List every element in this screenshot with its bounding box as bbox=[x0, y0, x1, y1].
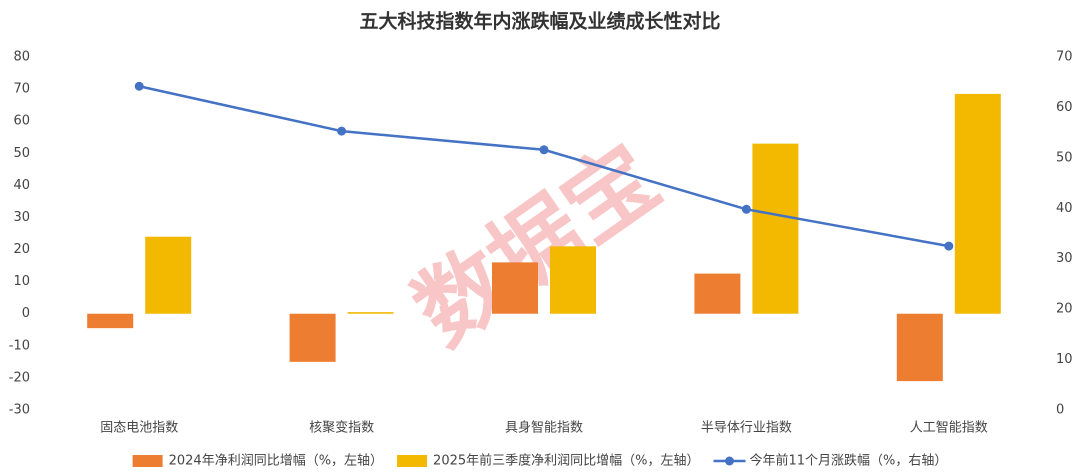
y-tick-label: 10 bbox=[13, 274, 30, 289]
bar bbox=[87, 313, 134, 329]
bar bbox=[896, 313, 943, 382]
y-tick-label: 50 bbox=[13, 146, 30, 161]
x-tick-label: 半导体行业指数 bbox=[701, 421, 792, 436]
y2-tick-label: 40 bbox=[1056, 201, 1073, 216]
x-tick-label: 人工智能指数 bbox=[910, 421, 988, 436]
legend: 2024年净利润同比增幅（%，左轴） 2025年前三季度净利润同比增幅（%，左轴）… bbox=[132, 453, 947, 469]
y2-tick-label: 20 bbox=[1056, 302, 1073, 317]
watermark: 数据宝 bbox=[396, 125, 677, 366]
legend-swatch bbox=[132, 455, 163, 467]
legend-label: 2024年净利润同比增幅（%，左轴） bbox=[169, 454, 383, 469]
y-tick-label: 20 bbox=[13, 242, 30, 257]
line-marker bbox=[539, 145, 549, 155]
x-tick-label: 固态电池指数 bbox=[100, 421, 178, 436]
line-marker bbox=[944, 241, 954, 251]
y-tick-label: 80 bbox=[13, 50, 30, 65]
bar bbox=[694, 273, 741, 314]
legend-label: 今年前11个月涨跌幅（%，右轴） bbox=[749, 453, 947, 469]
y2-tick-label: 60 bbox=[1056, 100, 1073, 115]
y-tick-label: 40 bbox=[13, 178, 30, 193]
bar bbox=[550, 246, 596, 314]
bar bbox=[492, 262, 538, 314]
y-tick-label: 0 bbox=[22, 306, 30, 321]
y2-tick-label: 50 bbox=[1056, 150, 1073, 165]
y2-tick-label: 70 bbox=[1056, 50, 1073, 65]
y2-tick-label: 0 bbox=[1056, 403, 1064, 418]
line-marker bbox=[741, 204, 751, 214]
chart-title: 五大科技指数年内涨跌幅及业绩成长性对比 bbox=[359, 10, 720, 33]
x-tick-label: 核聚变指数 bbox=[309, 420, 374, 436]
bar bbox=[289, 313, 336, 362]
y-tick-label: 70 bbox=[13, 82, 30, 97]
legend-swatch bbox=[397, 455, 428, 467]
bar bbox=[145, 236, 192, 314]
line-marker bbox=[337, 126, 347, 136]
y-tick-label: 60 bbox=[13, 114, 30, 129]
bar bbox=[347, 312, 394, 314]
y-tick-label: 30 bbox=[13, 210, 30, 225]
bar bbox=[954, 93, 1001, 314]
y-tick-label: -20 bbox=[9, 370, 30, 385]
line-marker bbox=[134, 81, 144, 91]
y2-tick-label: 30 bbox=[1056, 251, 1073, 266]
bar bbox=[752, 143, 799, 314]
y-tick-label: -10 bbox=[9, 338, 30, 353]
legend-label: 2025年前三季度净利润同比增幅（%，左轴） bbox=[433, 453, 699, 469]
x-tick-label: 具身智能指数 bbox=[505, 420, 583, 436]
y2-tick-label: 10 bbox=[1056, 352, 1073, 367]
y-tick-label: -30 bbox=[9, 403, 30, 418]
legend-swatch bbox=[724, 456, 734, 466]
